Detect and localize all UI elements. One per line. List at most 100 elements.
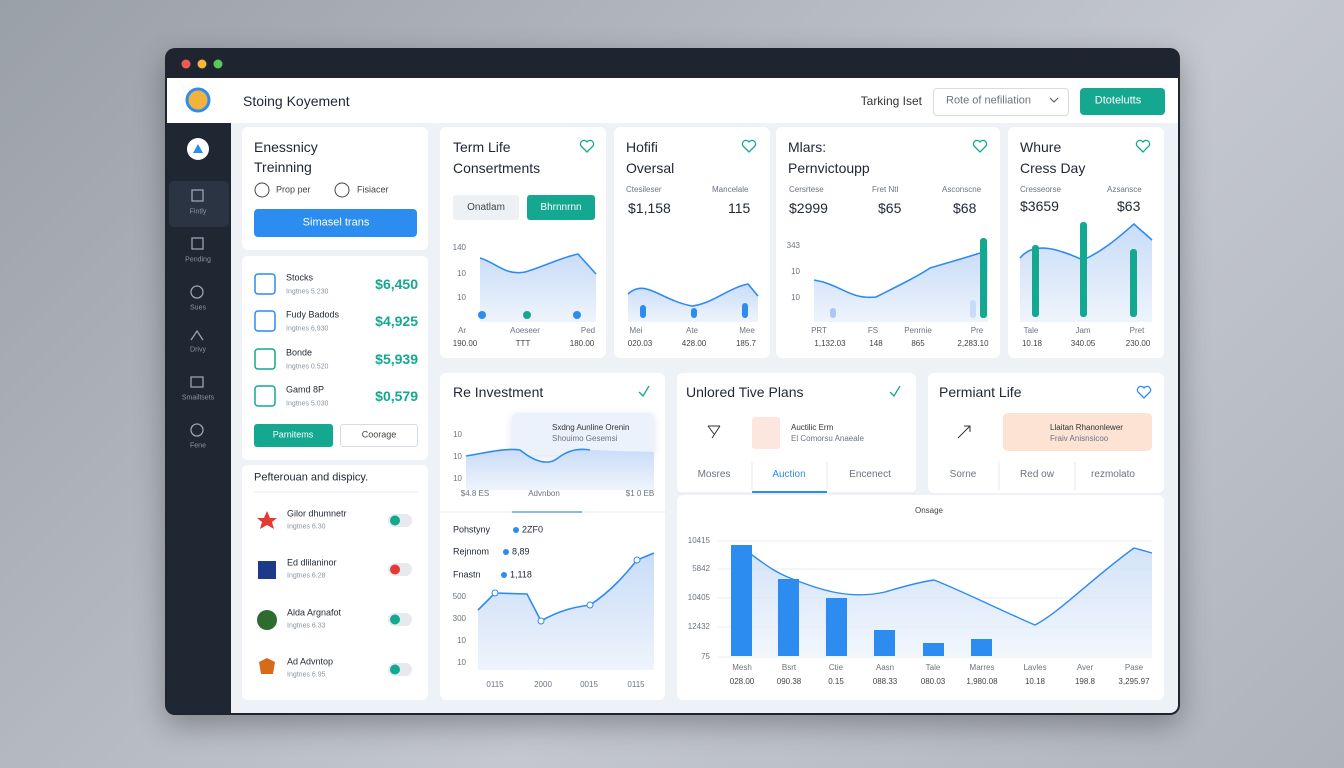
tab-label: Sorne xyxy=(949,469,977,480)
tab[interactable] xyxy=(453,195,519,220)
header-link: Tarking Iset xyxy=(860,94,922,108)
knob xyxy=(390,564,400,575)
axis-label: Mei xyxy=(629,326,643,335)
dot xyxy=(181,59,191,69)
line xyxy=(741,547,1153,626)
holding-name: Stocks xyxy=(286,272,314,283)
training-button[interactable] xyxy=(254,209,417,237)
knob xyxy=(390,515,400,526)
bar xyxy=(830,308,836,318)
point xyxy=(523,311,531,319)
x-tick-label: Aasn xyxy=(875,663,895,672)
heart[interactable] xyxy=(741,139,757,153)
dropdown[interactable] xyxy=(933,88,1069,116)
app-title: Stoing Koyement xyxy=(243,93,350,109)
stat-label: Fret Ntl xyxy=(872,185,899,194)
area xyxy=(480,254,596,322)
axis-label: Tale xyxy=(1023,326,1039,335)
point xyxy=(633,556,641,564)
box-text: El Comorsu Anaeale xyxy=(791,434,864,443)
plan-box xyxy=(1003,413,1152,451)
button-label: Coorage xyxy=(361,429,397,440)
tab-label: Red ow xyxy=(1020,469,1054,480)
outline-button[interactable] xyxy=(340,424,418,447)
icon xyxy=(190,376,204,388)
tooltip-text: Shouimo Gesemsi xyxy=(552,434,618,443)
holding-name: Bonde xyxy=(286,347,313,358)
item-sub: Ingtnes 6.33 xyxy=(287,622,326,630)
axis-label: 5842 xyxy=(692,564,710,573)
icon xyxy=(259,658,275,674)
window-dots xyxy=(181,59,223,69)
teal-button[interactable] xyxy=(254,424,333,447)
box-text: Auctilic Erm xyxy=(791,423,834,432)
axis-label: 300 xyxy=(452,614,466,623)
axis-label: Advnbon xyxy=(528,489,560,498)
sparklines xyxy=(440,222,1153,670)
plan-box xyxy=(752,417,780,449)
value-label: 088.33 xyxy=(872,677,898,686)
sidebar-active xyxy=(169,181,229,227)
preferences-card xyxy=(242,465,428,700)
bar xyxy=(971,639,992,656)
radio[interactable] xyxy=(334,182,350,198)
item-sub: Ingtnes 6.30 xyxy=(287,523,326,531)
legend-name: Fnastn xyxy=(453,569,481,580)
card-title: Treinning xyxy=(254,159,312,175)
axis-label: 75 xyxy=(701,652,710,661)
point xyxy=(478,311,486,319)
axis-label: 0115 xyxy=(627,680,645,689)
button-label: Simasel trans xyxy=(302,216,370,229)
sidebar-icons xyxy=(190,189,204,437)
tab-label: Bhrnnrnn xyxy=(540,202,582,213)
icon xyxy=(190,423,204,437)
heart[interactable] xyxy=(1136,385,1152,399)
nav-label: Fintly xyxy=(189,208,207,216)
axis-label: $4.8 ES xyxy=(460,489,490,498)
footer-value: 340.05 xyxy=(1070,339,1096,348)
holding-value: $4,925 xyxy=(375,313,418,329)
radio-label: Fisiacer xyxy=(357,184,389,195)
icon xyxy=(190,285,204,299)
bar xyxy=(691,308,697,318)
axis-label: 10 xyxy=(453,452,462,461)
check[interactable] xyxy=(889,385,901,398)
tive-plans-card xyxy=(677,373,916,493)
bar xyxy=(980,238,987,318)
dot xyxy=(197,59,207,69)
footer-value: 10.18 xyxy=(1021,339,1043,348)
axis-label: 10 xyxy=(457,636,466,645)
tab-active[interactable] xyxy=(527,195,595,220)
icon xyxy=(191,237,204,250)
holding-name: Fudy Badods xyxy=(286,309,340,320)
axis-label: Ped xyxy=(580,326,596,335)
heart[interactable] xyxy=(579,139,595,153)
axis-label: Penrnie xyxy=(904,326,932,335)
primary-button[interactable] xyxy=(1080,88,1165,115)
toggles[interactable] xyxy=(388,514,412,676)
footer-value: 230.00 xyxy=(1125,339,1151,348)
heart[interactable] xyxy=(972,139,988,153)
axis-label: Pret xyxy=(1129,326,1145,335)
legend-name: Pohstyny xyxy=(453,524,491,535)
bar xyxy=(731,545,752,656)
nav-label: Sues xyxy=(190,304,206,312)
holding-name: Gamd 8P xyxy=(286,384,325,395)
check[interactable] xyxy=(638,385,650,398)
holding-sub: Ingtnes 6,930 xyxy=(286,325,329,333)
tab-label: Encenect xyxy=(849,469,891,480)
bar xyxy=(640,305,646,318)
dot xyxy=(213,59,223,69)
footer-value: 185.7 xyxy=(735,339,757,348)
card-title: Cress Day xyxy=(1020,160,1086,176)
axis-label: 10 xyxy=(457,293,466,302)
button-label: Dtotelutts xyxy=(1094,94,1142,107)
legend-value: 1,118 xyxy=(510,569,532,580)
axis-label: 10 xyxy=(791,267,800,276)
stat-value: $3659 xyxy=(1020,198,1059,214)
bar xyxy=(742,303,748,318)
area xyxy=(814,250,988,322)
hearts[interactable] xyxy=(579,139,1152,399)
radio[interactable] xyxy=(254,182,270,198)
heart[interactable] xyxy=(1135,139,1151,153)
